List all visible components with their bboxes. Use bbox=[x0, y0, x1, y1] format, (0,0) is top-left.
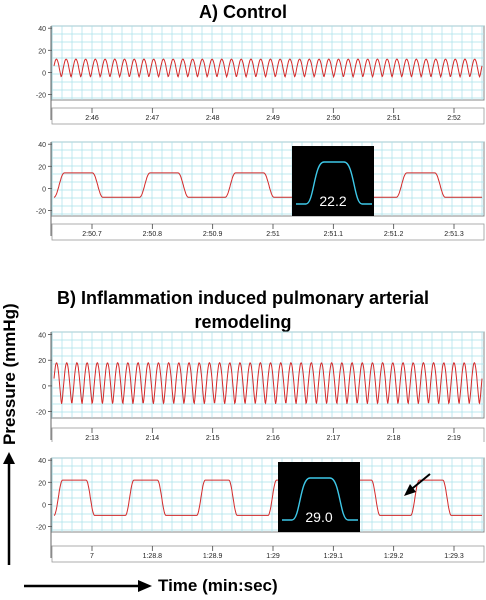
panel-b-zoom: 40 20 0 -20 7 1:28.8 1:28.9 1:29 1:29.1 1:29.2 1:2… bbox=[0, 452, 486, 572]
y-tick-label: 40 bbox=[38, 458, 46, 465]
x-tick-label: 1:29.2 bbox=[384, 553, 404, 560]
x-axis-arrow bbox=[24, 580, 152, 592]
x-tick-label: 1:28.9 bbox=[203, 553, 223, 560]
x-tick-label: 2:51.2 bbox=[384, 231, 404, 238]
x-axis-row bbox=[51, 545, 485, 563]
pressure-trace bbox=[53, 479, 482, 516]
x-tick-label: 1:29.1 bbox=[324, 553, 344, 560]
y-tick-label: 20 bbox=[38, 480, 46, 487]
inset-trace bbox=[282, 477, 358, 521]
y-tick-label: 20 bbox=[38, 48, 46, 55]
y-tick-label: 0 bbox=[42, 70, 46, 77]
y-axis-label: Pressure (mmHg) bbox=[0, 303, 19, 445]
y-axis-arrow bbox=[3, 452, 15, 565]
x-tick-label: 2:48 bbox=[206, 115, 220, 122]
inset-box: 29.0 bbox=[278, 462, 360, 532]
chart-a-zoom: 40 20 0 -20 2:50.7 2:50.8 2:50.9 2:51 2:51.1 2:51… bbox=[36, 141, 485, 241]
x-tick-label: 2:50.9 bbox=[203, 231, 223, 238]
x-tick-label: 2:50 bbox=[327, 115, 341, 122]
x-tick-label: 2:47 bbox=[146, 115, 160, 122]
inset-box: 22.2 bbox=[292, 146, 374, 216]
section-b-title: B) Inflammation induced pulmonary arteri… bbox=[56, 288, 430, 308]
x-tick-label: 2:46 bbox=[85, 115, 99, 122]
x-tick-label: 2:19 bbox=[447, 435, 461, 442]
x-tick-label: 2:51.3 bbox=[444, 231, 464, 238]
pressure-trace bbox=[53, 172, 482, 198]
x-tick-label: 7 bbox=[90, 553, 94, 560]
x-tick-label: 2:50.7 bbox=[82, 231, 102, 238]
y-tick-label: 40 bbox=[38, 26, 46, 33]
y-tick-label: 20 bbox=[38, 358, 46, 365]
inset-trace bbox=[296, 161, 372, 205]
x-tick-label: 2:13 bbox=[85, 435, 99, 442]
plot-area bbox=[51, 141, 485, 217]
x-tick-label: 2:49 bbox=[266, 115, 280, 122]
chart-b-overview: 40 20 0 -20 2:13 2:14 2:15 2:16 2:17 2:18 2:19 bbox=[36, 331, 485, 442]
x-tick-label: 1:28.8 bbox=[143, 553, 163, 560]
x-tick-label: 2:50.8 bbox=[143, 231, 163, 238]
y-tick-label: 0 bbox=[42, 502, 46, 509]
pressure-trace bbox=[53, 361, 483, 405]
x-tick-label: 2:18 bbox=[387, 435, 401, 442]
y-tick-label: -20 bbox=[36, 524, 46, 531]
x-tick-label: 2:16 bbox=[266, 435, 280, 442]
x-axis-row bbox=[51, 223, 485, 241]
panel-b-overview: 40 20 0 -20 2:13 2:14 2:15 2:16 2:17 2:18 2:19 bbox=[0, 330, 486, 442]
pressure-trace bbox=[53, 58, 483, 79]
x-axis-label: Time (min:sec) bbox=[158, 576, 278, 595]
chart-b-zoom: 40 20 0 -20 7 1:28.8 1:28.9 1:29 1:29.1 1:29.2 1:2… bbox=[36, 457, 485, 563]
x-tick-label: 2:17 bbox=[327, 435, 341, 442]
y-tick-label: 0 bbox=[42, 384, 46, 391]
x-tick-label: 2:51 bbox=[266, 231, 280, 238]
annotation-arrowhead bbox=[404, 484, 416, 496]
x-axis-row bbox=[51, 107, 485, 125]
panel-a-overview: 40 20 0 -20 2:46 2:47 2:48 2:49 2:50 2:51 2:52 bbox=[0, 22, 486, 132]
x-tick-label: 2:52 bbox=[447, 115, 461, 122]
x-tick-label: 1:29.3 bbox=[444, 553, 464, 560]
y-tick-label: -20 bbox=[36, 92, 46, 99]
inset-value: 22.2 bbox=[319, 193, 346, 209]
y-tick-label: 40 bbox=[38, 142, 46, 149]
x-axis-row bbox=[51, 427, 485, 442]
y-tick-label: 0 bbox=[42, 186, 46, 193]
plot-area bbox=[51, 457, 485, 533]
y-tick-label: -20 bbox=[36, 208, 46, 215]
section-b-title-line2: remodeling bbox=[194, 312, 292, 332]
chart-a-overview: 40 20 0 -20 2:46 2:47 2:48 2:49 2:50 2:51 2:52 bbox=[36, 25, 485, 125]
x-tick-label: 2:14 bbox=[146, 435, 160, 442]
x-tick-label: 2:51.1 bbox=[324, 231, 344, 238]
y-tick-label: 40 bbox=[38, 333, 46, 340]
panel-a-zoom: 40 20 0 -20 2:50.7 2:50.8 2:50.9 2:51 2:51.1 2:51… bbox=[0, 136, 486, 248]
x-tick-label: 2:51 bbox=[387, 115, 401, 122]
inset-value: 29.0 bbox=[305, 509, 332, 525]
section-a-title: A) Control bbox=[199, 2, 287, 22]
x-tick-label: 2:15 bbox=[206, 435, 220, 442]
y-tick-label: -20 bbox=[36, 410, 46, 417]
x-tick-label: 1:29 bbox=[266, 553, 280, 560]
y-tick-label: 20 bbox=[38, 164, 46, 171]
